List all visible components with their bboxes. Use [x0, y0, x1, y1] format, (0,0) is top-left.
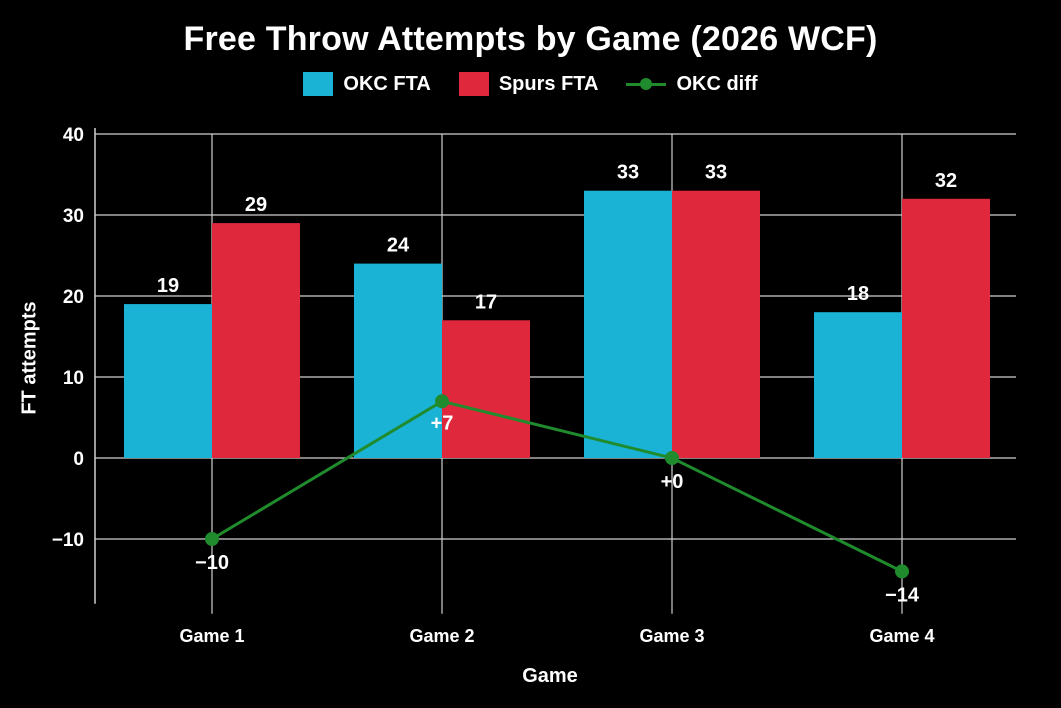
bar-label-okc: 19 [157, 275, 179, 297]
legend-swatch-diff [626, 72, 667, 96]
diff-point [895, 564, 909, 579]
x-tick-label: Game 2 [409, 626, 474, 646]
legend-swatch-okc [303, 72, 334, 96]
y-tick-label: 40 [63, 125, 84, 146]
diff-point [205, 532, 219, 546]
bar-okc [124, 304, 212, 458]
bar-spurs [672, 190, 760, 458]
bar-label-spurs: 33 [705, 162, 727, 184]
diff-line [211, 399, 903, 573]
bar-label-spurs: 32 [935, 170, 957, 192]
diff-point [665, 451, 679, 465]
y-tick-label: −10 [52, 530, 84, 551]
bar-label-okc: 24 [387, 235, 410, 257]
y-tick-label: 0 [73, 449, 84, 470]
bar-spurs [902, 198, 990, 459]
bar-label-spurs: 17 [475, 291, 497, 313]
diff-label: −14 [885, 584, 920, 606]
legend-swatch-spurs [458, 72, 489, 96]
legend-label-okc: OKC FTA [343, 72, 431, 95]
bar-spurs [212, 223, 300, 458]
y-tick-label: 10 [63, 368, 84, 389]
legend-item-diff: OKC diff [626, 72, 758, 96]
x-axis-title: Game [522, 665, 578, 687]
diff-label: −10 [195, 552, 229, 574]
bar-label-spurs: 29 [245, 194, 267, 216]
bar-spurs [442, 320, 530, 458]
bar-okc [584, 190, 672, 458]
legend-item-spurs: Spurs FTA [458, 72, 599, 96]
legend-label-diff: OKC diff [676, 72, 758, 95]
bar-okc [354, 263, 442, 458]
bar-label-okc: 18 [847, 283, 869, 305]
legend-label-spurs: Spurs FTA [498, 72, 599, 95]
bar-label-okc: 33 [617, 162, 639, 184]
y-axis-title: FT attempts [18, 301, 41, 415]
y-tick-label: 20 [63, 287, 84, 308]
bar-okc [814, 312, 902, 458]
x-tick-label: Game 4 [869, 626, 934, 646]
diff-label: +7 [431, 412, 454, 434]
legend: OKC FTA Spurs FTA OKC diff [0, 72, 1061, 96]
x-tick-label: Game 3 [639, 626, 704, 646]
legend-item-okc: OKC FTA [303, 72, 431, 96]
y-tick-label: 30 [63, 206, 84, 227]
chart-title: Free Throw Attempts by Game (2026 WCF) [183, 20, 878, 58]
x-tick-label: Game 1 [179, 626, 244, 646]
diff-point [435, 394, 449, 409]
diff-label: +0 [661, 471, 684, 493]
